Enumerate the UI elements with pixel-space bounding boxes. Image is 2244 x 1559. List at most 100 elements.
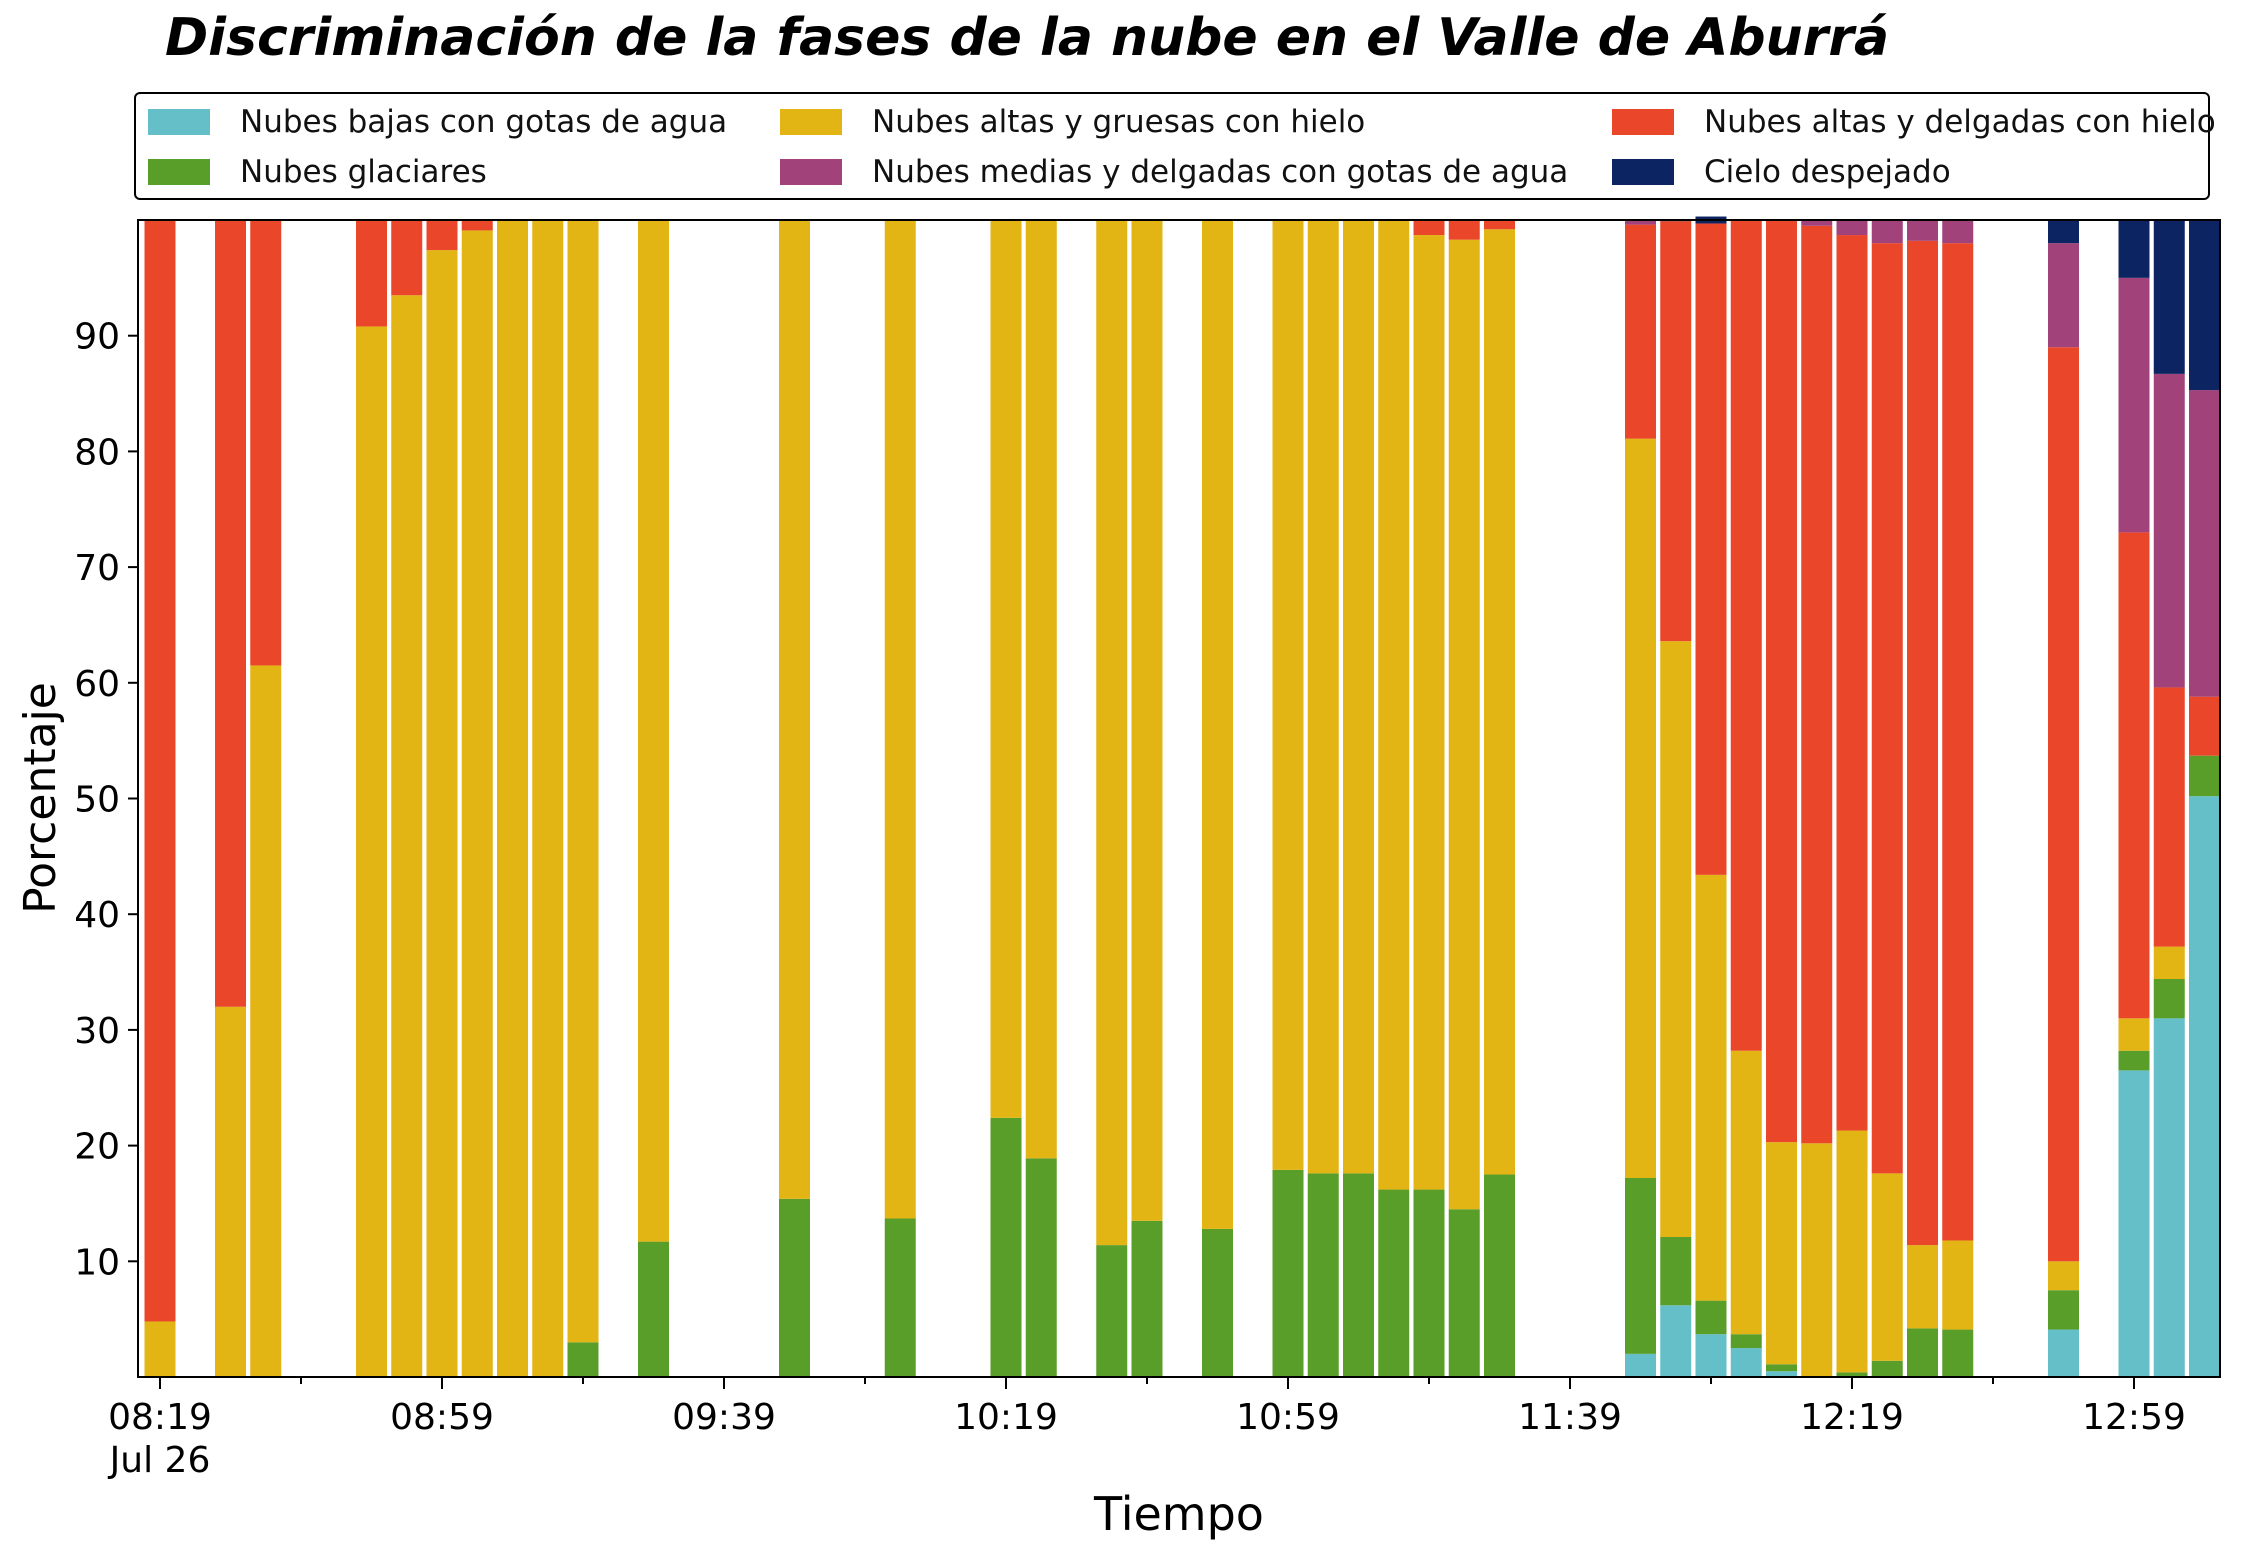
bar-segment: [1907, 1328, 1938, 1377]
bar-segment: [391, 220, 423, 296]
bar-segment: [215, 1006, 246, 1377]
y-tick-label: 70: [74, 548, 120, 589]
bar-segment: [1766, 1371, 1797, 1377]
bar-segment: [391, 295, 423, 1378]
bar-segment: [2153, 978, 2185, 1019]
x-tick-label: 08:19: [108, 1397, 212, 1438]
bars-layer: [144, 216, 2220, 1378]
bar-segment: [1907, 240, 1938, 1246]
x-tick-label: 11:39: [1518, 1397, 1622, 1438]
legend-swatch: [780, 109, 842, 135]
bar-segment: [2048, 1261, 2079, 1291]
x-tick-label: 09:39: [672, 1397, 776, 1438]
y-tick-label: 50: [74, 780, 120, 821]
y-tick-label: 20: [74, 1127, 120, 1168]
x-date-label: Jul 26: [108, 1440, 211, 1481]
bar-segment: [884, 1218, 916, 1377]
bar-segment: [1801, 1143, 1833, 1377]
bar-segment: [2048, 1290, 2079, 1330]
bar-segment: [638, 220, 669, 1242]
bar-segment: [1378, 1189, 1410, 1377]
bar-segment: [1448, 1209, 1480, 1377]
bar-segment: [2048, 243, 2079, 348]
bar-segment: [1025, 1158, 1057, 1377]
bar-segment: [1025, 220, 1057, 1159]
bar-segment: [1871, 220, 1903, 244]
bar-segment: [144, 1321, 176, 1377]
bar-segment: [144, 220, 176, 1322]
bar-segment: [2048, 347, 2079, 1262]
bar-segment: [884, 220, 916, 1219]
bar-segment: [1836, 235, 1868, 1131]
bar-segment: [1907, 1245, 1938, 1329]
bar-segment: [1484, 229, 1515, 1175]
bar-segment: [1660, 641, 1692, 1238]
bar-segment: [1272, 220, 1304, 1170]
x-tick-label: 08:59: [390, 1397, 494, 1438]
legend-item-altas-gruesas: Nubes altas y gruesas con hielo: [780, 102, 1365, 142]
bar-segment: [2153, 373, 2185, 688]
bar-segment: [2118, 1050, 2150, 1071]
legend-label: Nubes bajas con gotas de agua: [240, 104, 728, 140]
y-tick-label: 10: [74, 1242, 120, 1283]
bar-segment: [1625, 438, 1656, 1178]
bar-segment: [1484, 220, 1515, 230]
bar-segment: [567, 220, 599, 1343]
bar-segment: [1625, 220, 1656, 225]
bar-segment: [1730, 1050, 1762, 1335]
y-tick-label: 40: [74, 895, 120, 936]
bar-segment: [1942, 1240, 1974, 1330]
bar-segment: [1413, 235, 1445, 1190]
y-tick-label: 80: [74, 432, 120, 473]
bar-segment: [1766, 1364, 1797, 1372]
bar-segment: [1942, 220, 1974, 244]
bar-segment: [215, 220, 246, 1007]
bar-segment: [2153, 687, 2185, 947]
x-tick-label: 12:19: [1800, 1397, 1904, 1438]
bar-segment: [1131, 1220, 1163, 1377]
bar-segment: [1942, 243, 1974, 1241]
bar-segment: [2153, 946, 2185, 979]
bar-segment: [1202, 1228, 1233, 1377]
bar-segment: [638, 1241, 669, 1377]
bar-segment: [1484, 1174, 1515, 1377]
bar-segment: [1730, 220, 1762, 1051]
bar-segment: [1871, 1173, 1903, 1361]
bar-segment: [2118, 1018, 2150, 1051]
bar-segment: [1448, 239, 1480, 1210]
bar-segment: [779, 1198, 810, 1377]
legend-item-altas-delgadas: Nubes altas y delgadas con hielo: [1612, 102, 2216, 142]
bar-segment: [356, 326, 387, 1378]
legend-swatch: [148, 159, 210, 185]
bar-segment: [990, 1117, 1022, 1377]
x-tick-label: 10:19: [954, 1397, 1058, 1438]
legend-label: Nubes altas y gruesas con hielo: [872, 104, 1366, 140]
legend-label: Nubes altas y delgadas con hielo: [1704, 104, 2216, 140]
x-axis-label: Tiempo: [1093, 1487, 1264, 1541]
y-tick-label: 90: [74, 317, 120, 358]
bar-segment: [2048, 1329, 2079, 1377]
bar-segment: [1625, 224, 1656, 439]
bar-segment: [1131, 220, 1163, 1221]
bar-segment: [1801, 225, 1833, 1144]
bar-segment: [1625, 1177, 1656, 1354]
bar-segment: [1695, 223, 1727, 875]
bar-segment: [1942, 1329, 1974, 1377]
bar-segment: [1836, 220, 1868, 236]
legend-item-nubes-bajas: Nubes bajas con gotas de agua: [148, 102, 727, 142]
bar-segment: [1272, 1169, 1304, 1377]
bar-segment: [461, 230, 493, 1378]
bar-segment: [2118, 220, 2150, 278]
bar-segment: [1096, 220, 1128, 1246]
bar-segment: [779, 220, 810, 1199]
bar-segment: [1343, 1173, 1374, 1377]
bar-segment: [990, 220, 1022, 1118]
bar-segment: [2189, 220, 2220, 391]
bar-segment: [1695, 1300, 1727, 1335]
legend-swatch: [148, 109, 210, 135]
bar-segment: [1766, 220, 1797, 1143]
y-axis-label: Porcentaje: [15, 682, 66, 914]
bar-segment: [2118, 1070, 2150, 1377]
bar-segment: [1907, 220, 1938, 241]
bar-segment: [567, 1342, 599, 1377]
